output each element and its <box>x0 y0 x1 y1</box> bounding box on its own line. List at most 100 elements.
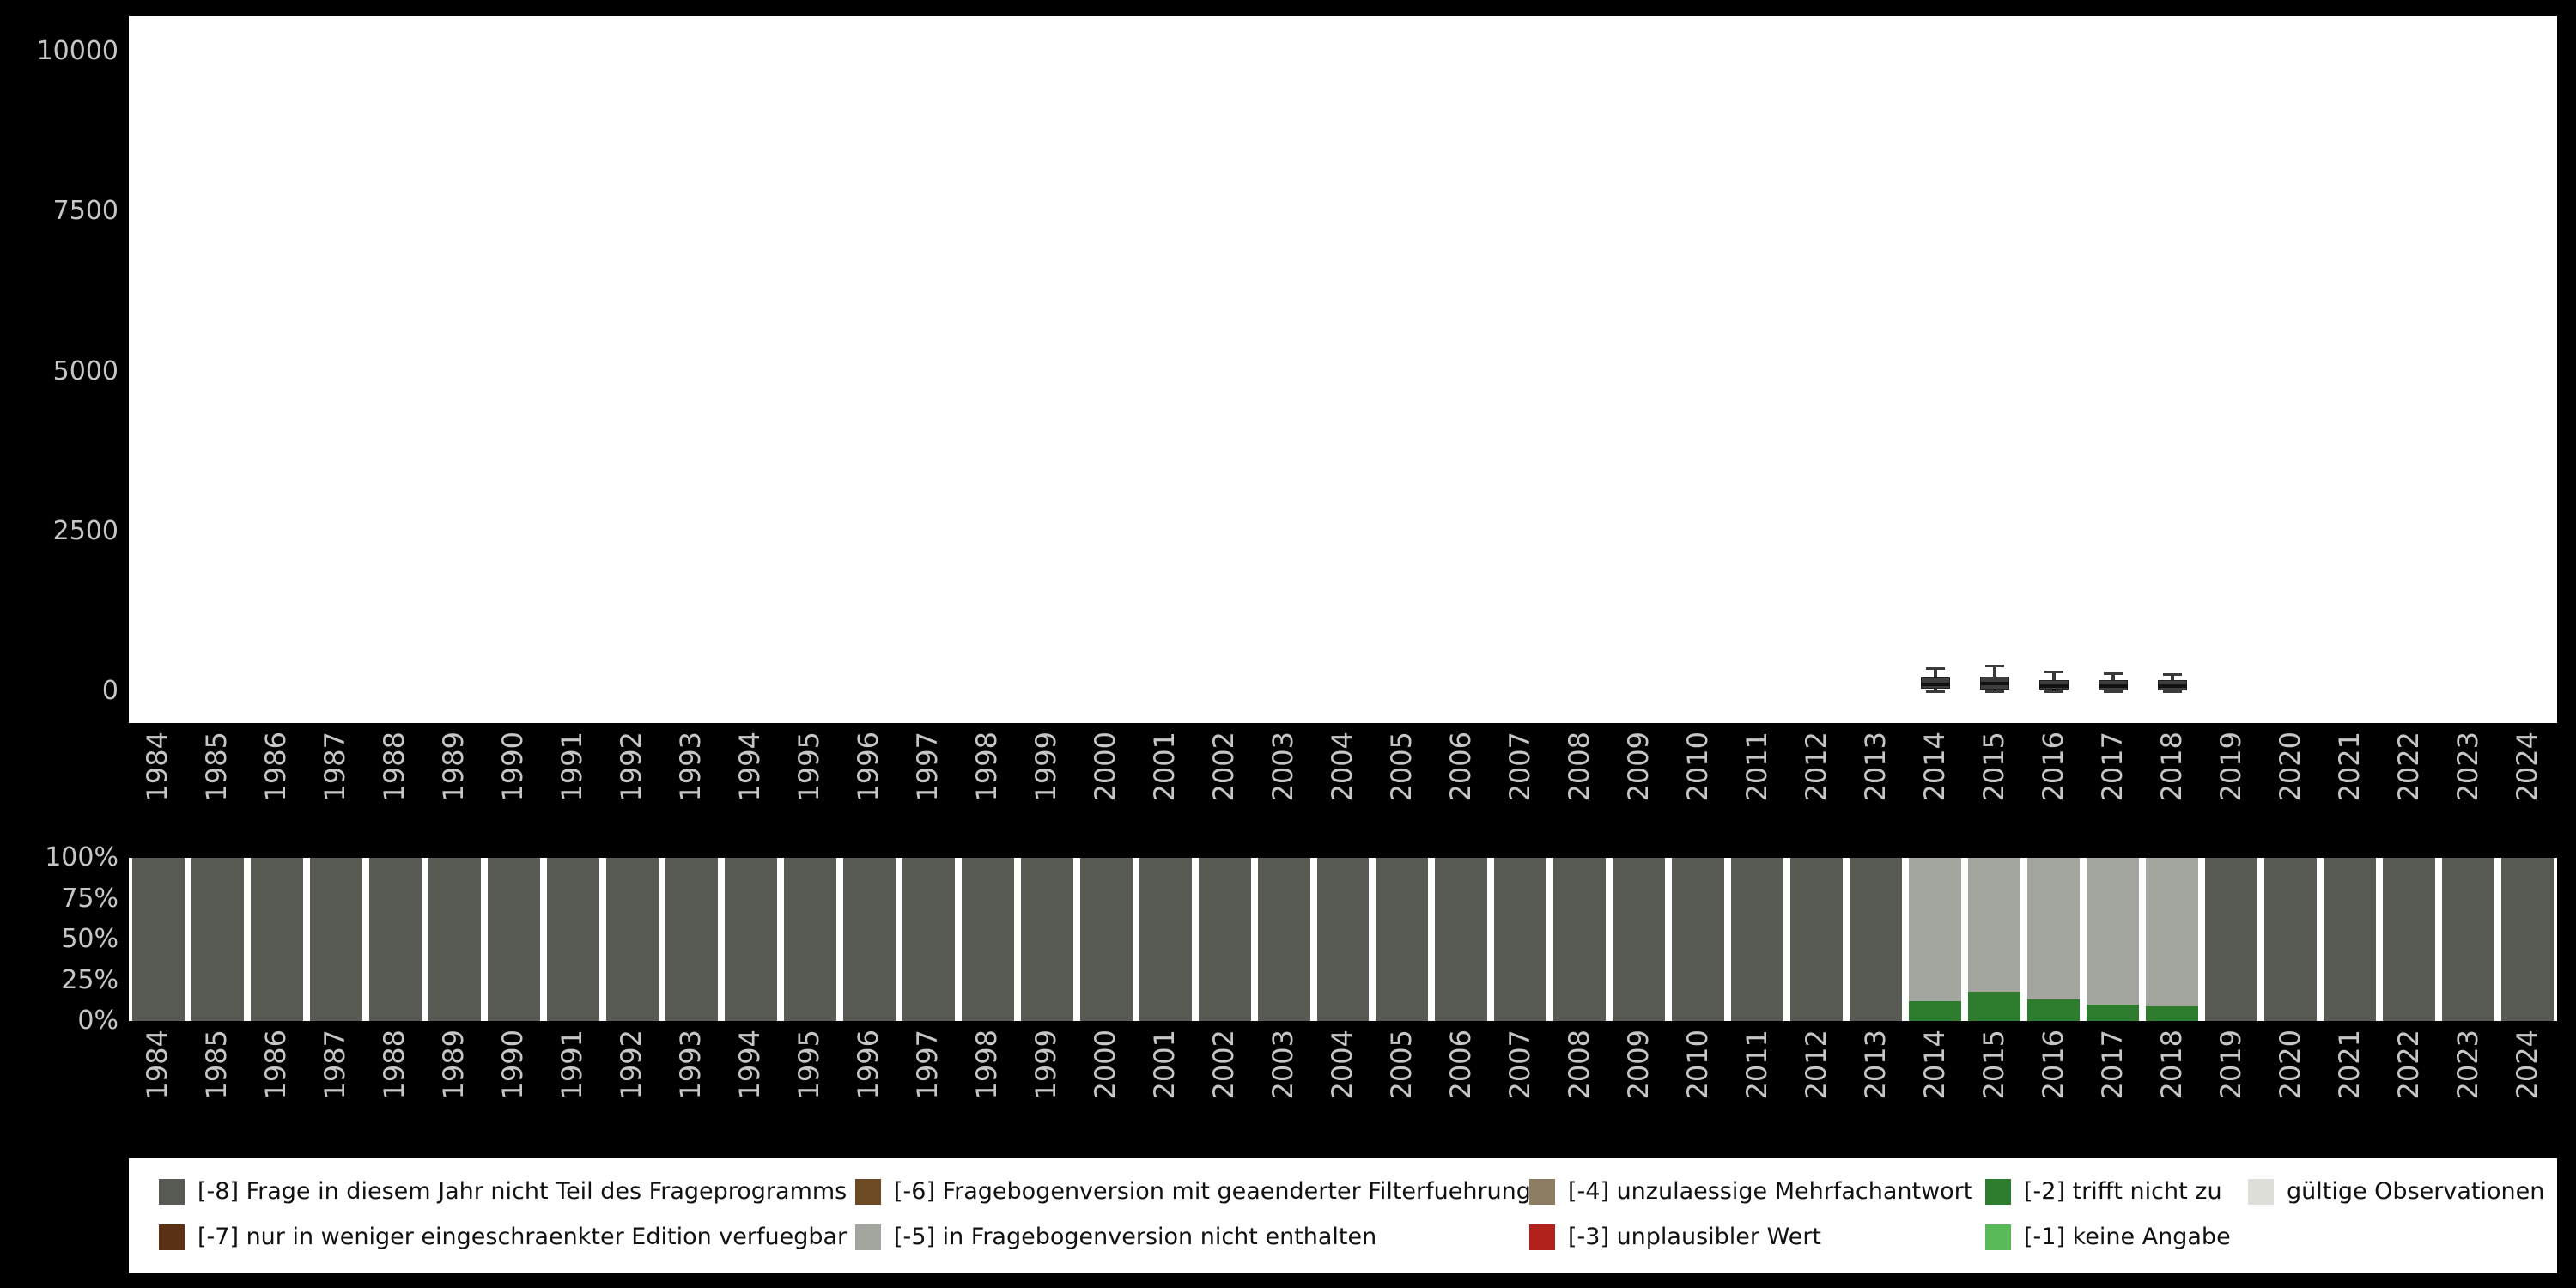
x-tick-label: 2007 <box>1503 732 1536 802</box>
x-tick-label: 1997 <box>911 732 945 802</box>
legend-label: [-1] keine Angabe <box>2024 1224 2231 1250</box>
legend-swatch <box>159 1224 185 1250</box>
x-tick-label: 2011 <box>1740 1030 1773 1100</box>
y-tick-label: 25% <box>61 964 118 995</box>
x-tick-label: 2009 <box>1621 732 1655 802</box>
legend: [-8] Frage in diesem Jahr nicht Teil des… <box>129 1158 2557 1273</box>
bar-segment--8-1992 <box>605 858 659 1021</box>
bar-segment--8-2003 <box>1257 858 1310 1021</box>
legend-label: [-2] trifft nicht zu <box>2024 1178 2222 1205</box>
x-tick-label: 1998 <box>970 1030 1004 1100</box>
boxplot-median <box>1920 682 1950 686</box>
boxplot-panel <box>129 16 2557 723</box>
x-tick-label: 2000 <box>1089 1030 1122 1100</box>
boxplot-whisker-cap <box>1925 690 1945 693</box>
legend-swatch <box>159 1179 185 1205</box>
boxplot-whisker-cap <box>2044 671 2063 674</box>
bar-segment--8-1998 <box>961 858 1014 1021</box>
bar-segment--8-1988 <box>368 858 422 1021</box>
bar-segment--8-2011 <box>1731 858 1784 1021</box>
x-tick-label: 1986 <box>259 732 293 802</box>
bar-segment--8-2000 <box>1079 858 1133 1021</box>
x-tick-label: 2006 <box>1443 1030 1477 1100</box>
x-tick-label: 1985 <box>200 1030 234 1100</box>
bar-segment--8-1987 <box>309 858 362 1021</box>
legend-label: [-8] Frage in diesem Jahr nicht Teil des… <box>197 1178 848 1205</box>
x-tick-label: 2017 <box>2095 1030 2129 1100</box>
legend-swatch <box>1985 1224 2011 1250</box>
x-tick-label: 2013 <box>1858 732 1892 802</box>
x-tick-label: 1990 <box>496 1030 530 1100</box>
bar-segment--8-2022 <box>2383 858 2436 1021</box>
boxplot-whisker-cap <box>1984 664 2004 667</box>
x-tick-label: 1994 <box>733 732 767 802</box>
x-tick-label: 1994 <box>733 1030 767 1100</box>
y-tick-label: 10000 <box>36 36 118 66</box>
x-tick-label: 1984 <box>141 1030 174 1100</box>
x-tick-label: 2007 <box>1503 1030 1536 1100</box>
x-tick-label: 2020 <box>2273 732 2306 802</box>
x-tick-label: 1991 <box>556 732 589 802</box>
stacked-bar-x-axis: 1984 1985 1986 1987 1988 1989 1990 1991 1992 1993… <box>129 1030 2557 1154</box>
x-tick-label: 2001 <box>1148 732 1182 802</box>
bar-segment--8-1984 <box>132 858 185 1021</box>
bar-segment--8-1990 <box>487 858 540 1021</box>
x-tick-label: 2005 <box>1384 732 1418 802</box>
bar-segment--8-2008 <box>1553 858 1607 1021</box>
x-tick-label: 1989 <box>437 1030 471 1100</box>
boxplot-whisker-cap <box>1925 667 1945 671</box>
bar-segment--8-1991 <box>546 858 599 1021</box>
x-tick-label: 2016 <box>2036 1030 2069 1100</box>
bar-segment--2-2014 <box>1909 1001 1962 1021</box>
y-tick-label: 0% <box>77 1005 118 1036</box>
x-tick-label: 2015 <box>1977 1030 2010 1100</box>
bar-segment--8-1986 <box>250 858 303 1021</box>
boxplot-whisker-cap <box>2103 671 2123 675</box>
bar-segment--8-2009 <box>1613 858 1666 1021</box>
x-tick-label: 2010 <box>1680 1030 1714 1100</box>
bar-segment--8-1995 <box>783 858 836 1021</box>
boxplot-median <box>2157 684 2187 689</box>
bar-segment--8-2012 <box>1790 858 1844 1021</box>
y-tick-label: 50% <box>61 924 118 954</box>
x-tick-label: 1989 <box>437 732 471 802</box>
x-tick-label: 2018 <box>2154 1030 2188 1100</box>
legend-label: [-4] unzulaessige Mehrfachantwort <box>1568 1178 1973 1205</box>
x-tick-label: 2023 <box>2451 732 2484 802</box>
bar-segment--8-2021 <box>2324 858 2377 1021</box>
legend-swatch <box>1985 1179 2011 1205</box>
bar-segment--8-1999 <box>1020 858 1073 1021</box>
x-tick-label: 1985 <box>200 732 234 802</box>
y-tick-label: 100% <box>45 842 118 872</box>
x-tick-label: 2009 <box>1621 1030 1655 1100</box>
legend-label: [-7] nur in weniger eingeschraenkter Edi… <box>197 1224 848 1250</box>
x-tick-label: 2024 <box>2510 732 2543 802</box>
boxplot-whisker-cap <box>1984 690 2004 693</box>
x-tick-label: 2018 <box>2154 732 2188 802</box>
bar-segment--5-2015 <box>1968 858 2021 992</box>
x-tick-label: 1996 <box>852 732 885 802</box>
legend-swatch <box>1529 1179 1555 1205</box>
x-tick-label: 1984 <box>141 732 174 802</box>
x-tick-label: 1988 <box>378 732 411 802</box>
boxplot-whisker-cap <box>2044 690 2063 693</box>
x-tick-label: 2019 <box>2214 1030 2247 1100</box>
x-tick-label: 2021 <box>2332 1030 2366 1100</box>
boxplot-whisker-cap <box>2162 673 2182 677</box>
x-tick-label: 2014 <box>1917 732 1951 802</box>
x-tick-label: 1992 <box>615 1030 648 1100</box>
y-tick-label: 7500 <box>52 196 118 227</box>
bar-segment--2-2018 <box>2146 1005 2199 1021</box>
x-tick-label: 1986 <box>259 1030 293 1100</box>
boxplot-median <box>1979 682 2009 686</box>
bar-segment--8-2010 <box>1672 858 1725 1021</box>
y-tick-label: 2500 <box>52 515 118 546</box>
x-tick-label: 2012 <box>1799 1030 1832 1100</box>
bar-segment--8-2019 <box>2205 858 2258 1021</box>
x-tick-label: 1990 <box>496 732 530 802</box>
stacked-bar-panel <box>129 858 2557 1021</box>
x-tick-label: 2000 <box>1089 732 1122 802</box>
x-tick-label: 2022 <box>2391 1030 2425 1100</box>
x-tick-label: 2004 <box>1326 732 1358 802</box>
x-tick-label: 2022 <box>2391 732 2425 802</box>
